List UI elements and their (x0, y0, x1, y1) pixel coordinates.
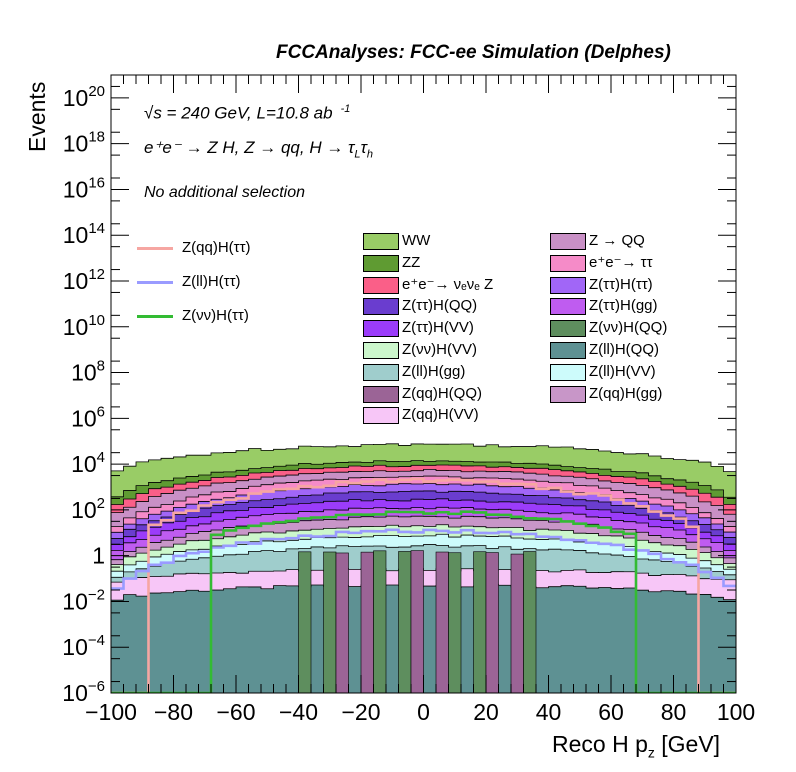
legend-line-label: Z(qq)H(ττ) (182, 239, 251, 256)
x-tick-label: 60 (598, 699, 624, 725)
legend-swatch (363, 385, 399, 403)
stack-bin (448, 552, 462, 693)
y-tick-label: 106 (71, 403, 105, 431)
legend-label: ZZ (402, 253, 421, 271)
legend-label: Z(qq)H(QQ) (402, 384, 482, 402)
x-tick-label: 80 (661, 699, 687, 725)
y-tick-label: 1020 (63, 83, 105, 111)
x-tick-label: 20 (473, 699, 499, 725)
stack-bin (473, 551, 487, 693)
process-text: e⁺e⁻ → Z H, Z → qq, H → τ (144, 138, 355, 157)
legend-swatch (550, 342, 586, 359)
stack-bin (485, 552, 499, 693)
legend-label: Z(ττ)H(QQ) (402, 297, 478, 315)
legend-label: Z(νν)H(VV) (402, 341, 477, 358)
legend-swatch (550, 276, 586, 294)
legend-swatch (550, 233, 586, 250)
legend-swatch (550, 385, 586, 403)
stack-bin (298, 551, 312, 693)
legend-line-label: Z(ll)H(ττ) (182, 273, 241, 290)
legend-swatch (550, 363, 586, 381)
energy-lumi-text: √s = 240 GeV, L=10.8 ab (144, 103, 333, 123)
legend-label: e⁺e⁻→ ττ (589, 253, 653, 271)
y-tick-label: 1016 (63, 174, 105, 202)
x-tick-label: −20 (341, 699, 380, 725)
stack-bin (360, 551, 374, 693)
y-tick-label: 10−4 (62, 632, 105, 660)
y-tick-label: 108 (71, 358, 105, 386)
signal-line (111, 510, 736, 693)
legend-swatch (363, 342, 399, 359)
y-tick-label: 10−2 (62, 586, 105, 614)
chart-title: FCCAnalyses: FCC-ee Simulation (Delphes) (276, 42, 671, 63)
process-sub-1: L (354, 148, 361, 161)
y-tick-label: 1012 (63, 266, 105, 294)
stack-bin (373, 550, 387, 693)
x-tick-label: −80 (154, 699, 193, 725)
x-tick-label: −40 (279, 699, 318, 725)
stack-bin (335, 552, 349, 693)
x-tick-label: 40 (536, 699, 562, 725)
legend-label: Z(νν)H(QQ) (589, 319, 668, 337)
legend-line-swatch (137, 281, 173, 284)
y-tick-label: 1014 (63, 220, 105, 248)
legend-swatch (363, 254, 399, 272)
stack-bin (398, 551, 412, 693)
energy-lumi-label: √s = 240 GeV, L=10.8 ab -1 (144, 103, 350, 124)
legend-label: Z(ττ)H(gg) (589, 297, 658, 315)
legend-swatch (550, 298, 586, 316)
stack-group (111, 443, 736, 693)
x-tick-label: 100 (717, 699, 755, 725)
legend-swatch (363, 276, 399, 294)
legend-swatch (550, 320, 586, 338)
legend-label: Z → QQ (589, 232, 645, 249)
x-tick-label: −100 (85, 699, 137, 725)
legend-label: Z(ll)H(gg) (402, 362, 466, 380)
legend-swatch (363, 320, 399, 338)
legend-swatch (363, 233, 399, 250)
x-tick-label: 0 (417, 699, 430, 725)
legend-label: Z(ττ)H(ττ) (589, 275, 653, 293)
legend-label: e⁺e⁻→ νₑνₑ Z (402, 275, 494, 293)
process-tau-2: τ (360, 138, 367, 157)
lumi-exponent: -1 (340, 103, 351, 115)
x-axis-label: Reco H pz [GeV] (552, 731, 721, 761)
legend-swatch (363, 298, 399, 316)
legend-swatch (550, 254, 586, 272)
legend-label: Z(ττ)H(VV) (402, 319, 474, 337)
y-tick-label: 1010 (63, 312, 105, 340)
legend-label: Z(ll)H(QQ) (589, 341, 659, 358)
signal-line (111, 477, 736, 693)
signal-line (111, 528, 736, 590)
y-tick-label: 104 (71, 449, 105, 477)
stack-bin (435, 551, 449, 693)
legend-label: Z(ll)H(VV) (589, 362, 656, 380)
y-axis-label: Events (24, 81, 50, 152)
x-tick-label: −60 (216, 699, 255, 725)
stack-bin (523, 551, 537, 693)
legend-label: Z(qq)H(gg) (589, 384, 663, 402)
stack-bin (323, 551, 337, 693)
selection-label: No additional selection (144, 184, 305, 201)
legend-line-label: Z(νν)H(ττ) (182, 307, 249, 324)
stack-bin (410, 550, 424, 693)
y-tick-label: 102 (71, 495, 105, 523)
process-label: e⁺e⁻ → Z H, Z → qq, H → τLτh (144, 138, 373, 160)
y-tick-label: 1018 (63, 129, 105, 157)
y-tick-label: 1 (92, 543, 105, 569)
legend-line-swatch (137, 247, 173, 250)
stack-bin (510, 553, 524, 693)
legend-line-swatch (137, 315, 173, 318)
legend-label: Z(qq)H(VV) (402, 406, 479, 424)
legend-swatch (363, 363, 399, 381)
y-tick-label: 10−6 (62, 678, 105, 706)
legend-swatch (363, 407, 399, 425)
process-sub-2: h (366, 148, 374, 161)
legend-label: WW (402, 232, 431, 249)
